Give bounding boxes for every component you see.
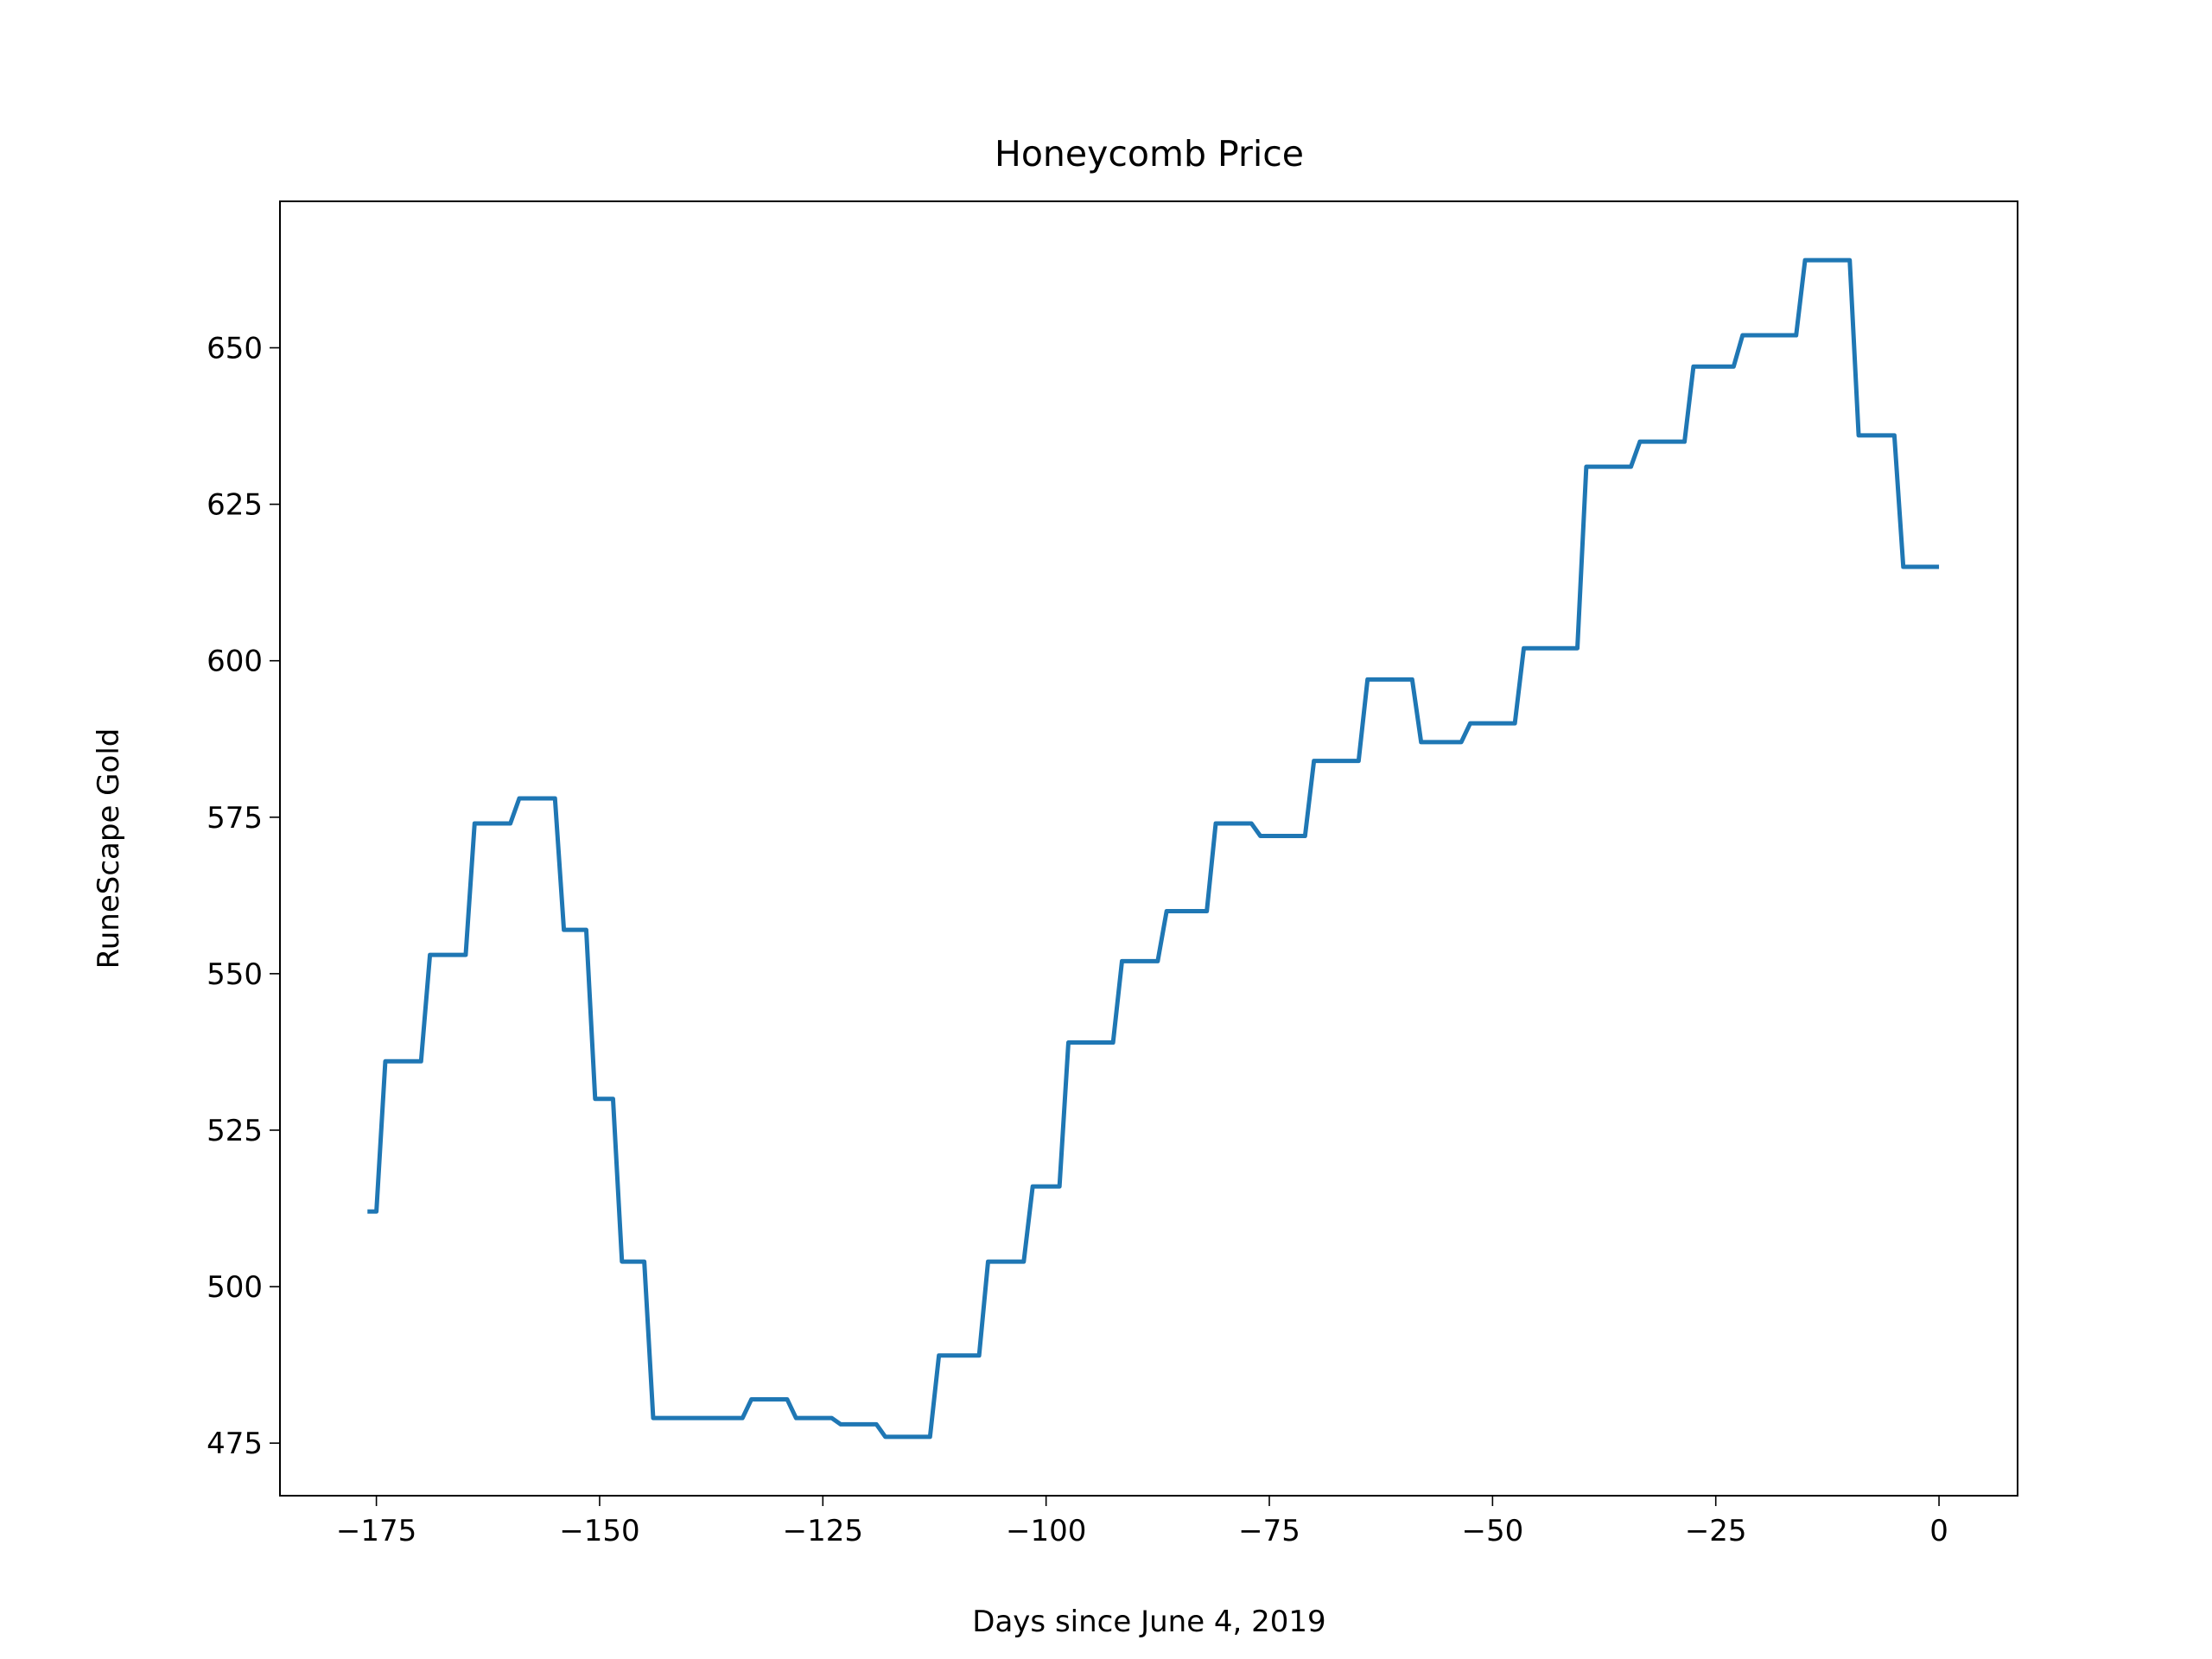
y-axis-label: RuneScape Gold [92,728,126,969]
x-tick-label: −150 [559,1514,639,1548]
x-tick-label: −75 [1238,1514,1300,1548]
price-line [367,257,1940,1440]
x-tick-label: −175 [336,1514,416,1548]
y-tick-label: 525 [207,1114,263,1148]
y-tick-label: 475 [207,1427,263,1461]
x-tick-label: −25 [1685,1514,1747,1548]
y-tick-label: 500 [207,1270,263,1305]
y-tick-label: 650 [207,332,263,366]
y-tick-label: 550 [207,957,263,992]
x-tick-label: −50 [1461,1514,1523,1548]
x-axis-label: Days since June 4, 2019 [972,1605,1325,1639]
y-tick-label: 575 [207,801,263,836]
chart-title: Honeycomb Price [995,133,1304,175]
x-tick-label: 0 [1929,1514,1948,1548]
plot-frame [279,200,2018,1497]
x-tick-label: −100 [1006,1514,1086,1548]
y-tick-label: 600 [207,645,263,679]
x-tick-label: −125 [783,1514,863,1548]
y-tick-label: 625 [207,488,263,523]
